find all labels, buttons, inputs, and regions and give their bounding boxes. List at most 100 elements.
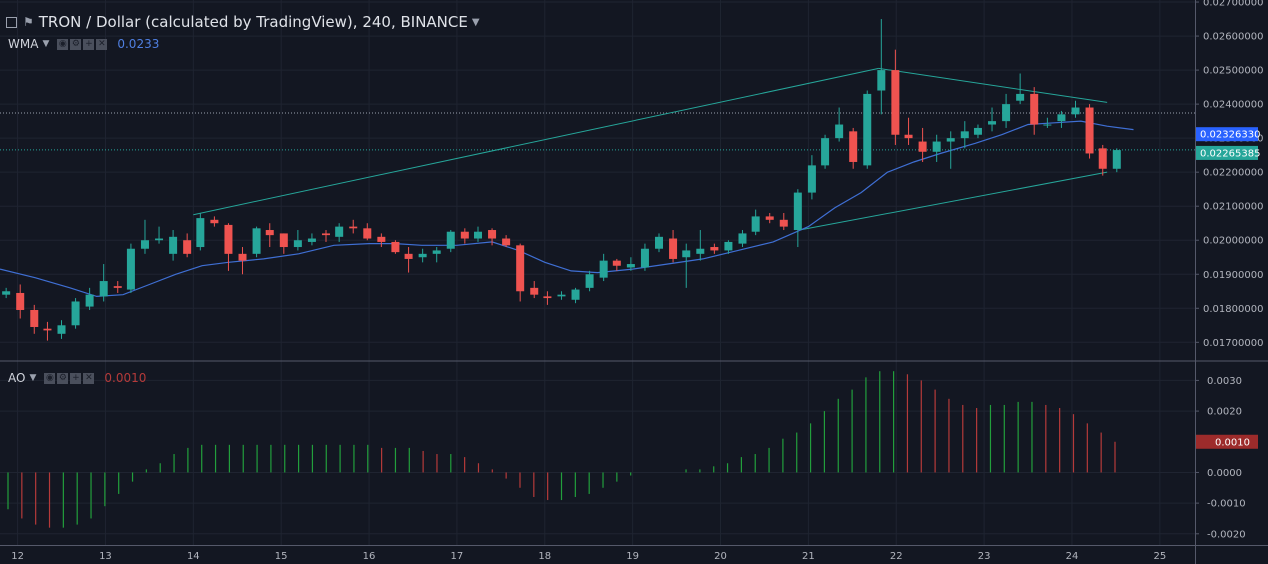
candle-down[interactable] [918,127,927,162]
candle-up[interactable] [71,298,80,329]
ao-legend[interactable]: AO ▼ ◉ ⚙ + ✕ 0.0010 [8,371,146,385]
candle-up[interactable] [807,155,816,200]
candle-up[interactable] [252,226,261,258]
candle-down[interactable] [502,235,511,248]
candle-up[interactable] [738,230,747,248]
wma-line[interactable] [0,120,1134,298]
candle-down[interactable] [404,247,413,273]
plus-icon[interactable]: + [70,372,82,384]
candle-up[interactable] [1112,148,1121,173]
candle-up[interactable] [474,226,482,242]
candle-up[interactable] [1002,93,1011,128]
price-axis[interactable]: 0.02700000 0.02600000 0.02500000 0.02400000… [1195,0,1263,349]
candle-up[interactable] [821,134,830,169]
candle-down[interactable] [612,258,621,271]
candle-down[interactable] [391,240,400,254]
candle-down[interactable] [238,247,247,275]
candle-down[interactable] [265,223,274,248]
candle-up[interactable] [682,243,691,288]
symbol-title[interactable]: TRON / Dollar (calculated by TradingView… [38,13,468,31]
close-icon[interactable]: ✕ [83,372,95,384]
candle-up[interactable] [696,230,705,261]
ao-histogram[interactable] [7,371,1116,528]
candle-down[interactable] [488,228,497,246]
ao-axis[interactable]: 0.0030 0.0020 0.0000 -0.0010 -0.0020 [1195,376,1246,540]
ao-label[interactable]: AO [8,371,26,385]
candle-up[interactable] [835,107,844,142]
candle-down[interactable] [530,281,539,299]
candle-up[interactable] [1016,73,1025,105]
candle-down[interactable] [279,233,288,254]
candle-up[interactable] [585,270,594,292]
candle-up[interactable] [724,240,733,254]
trendline[interactable] [878,67,1108,103]
flag-icon[interactable]: ⚑ [23,15,34,29]
candle-up[interactable] [599,253,608,282]
close-icon[interactable]: ✕ [96,38,108,50]
candle-down[interactable] [349,219,358,234]
candle-down[interactable] [43,321,52,341]
candle-down[interactable] [1030,87,1039,135]
candle-up[interactable] [2,287,11,299]
chevron-down-icon[interactable]: ▼ [29,373,37,383]
candle-up[interactable] [140,219,149,254]
candle-down[interactable] [224,223,233,271]
candle-up[interactable] [446,230,455,253]
candle-up[interactable] [640,243,649,271]
chevron-down-icon[interactable]: ▼ [471,16,480,28]
candle-up[interactable] [1071,100,1080,118]
candle-up[interactable] [155,226,164,244]
candle-up[interactable] [932,134,941,162]
candle-up[interactable] [988,107,997,132]
candle-down[interactable] [183,233,192,258]
candle-up[interactable] [169,230,178,261]
candle-down[interactable] [779,213,788,231]
chart-title[interactable]: ⚑ TRON / Dollar (calculated by TradingVi… [6,13,480,31]
candle-down[interactable] [1085,104,1094,159]
candle-up[interactable] [946,131,955,169]
candle-up[interactable] [293,230,302,251]
candle-up[interactable] [655,233,664,253]
trendline[interactable] [193,67,879,216]
trendline[interactable] [799,171,1108,231]
candle-down[interactable] [849,127,858,169]
candle-up[interactable] [973,124,982,139]
candle-up[interactable] [57,320,66,339]
candle-up[interactable] [626,257,635,271]
candle-up[interactable] [557,291,566,300]
candle-down[interactable] [210,216,219,227]
candles[interactable] [2,19,1121,341]
candle-down[interactable] [710,243,719,254]
candle-up[interactable] [1043,117,1052,128]
candle-down[interactable] [904,117,913,145]
candle-up[interactable] [196,213,205,251]
candle-up[interactable] [793,189,802,248]
wma-label[interactable]: WMA [8,37,39,51]
gear-icon[interactable]: ⚙ [57,372,69,384]
collapse-icon[interactable] [6,16,17,28]
candle-down[interactable] [16,284,25,319]
candle-up[interactable] [877,19,886,115]
eye-icon[interactable]: ◉ [57,38,69,50]
candle-down[interactable] [1098,144,1107,176]
candle-down[interactable] [669,230,678,263]
candle-up[interactable] [99,264,108,302]
candle-up[interactable] [863,90,872,169]
candle-down[interactable] [113,281,122,293]
candle-up[interactable] [126,243,135,293]
candle-up[interactable] [751,209,760,236]
candle-up[interactable] [307,233,316,246]
candle-down[interactable] [891,49,900,145]
candle-down[interactable] [543,291,552,305]
plus-icon[interactable]: + [83,38,95,50]
trendlines[interactable] [193,67,1108,231]
candle-up[interactable] [1057,110,1066,128]
candle-up[interactable] [335,223,344,242]
candle-down[interactable] [321,230,330,242]
chevron-down-icon[interactable]: ▼ [42,39,50,49]
candle-up[interactable] [960,121,969,149]
candle-down[interactable] [377,233,386,248]
candle-down[interactable] [765,213,774,224]
gear-icon[interactable]: ⚙ [70,38,82,50]
